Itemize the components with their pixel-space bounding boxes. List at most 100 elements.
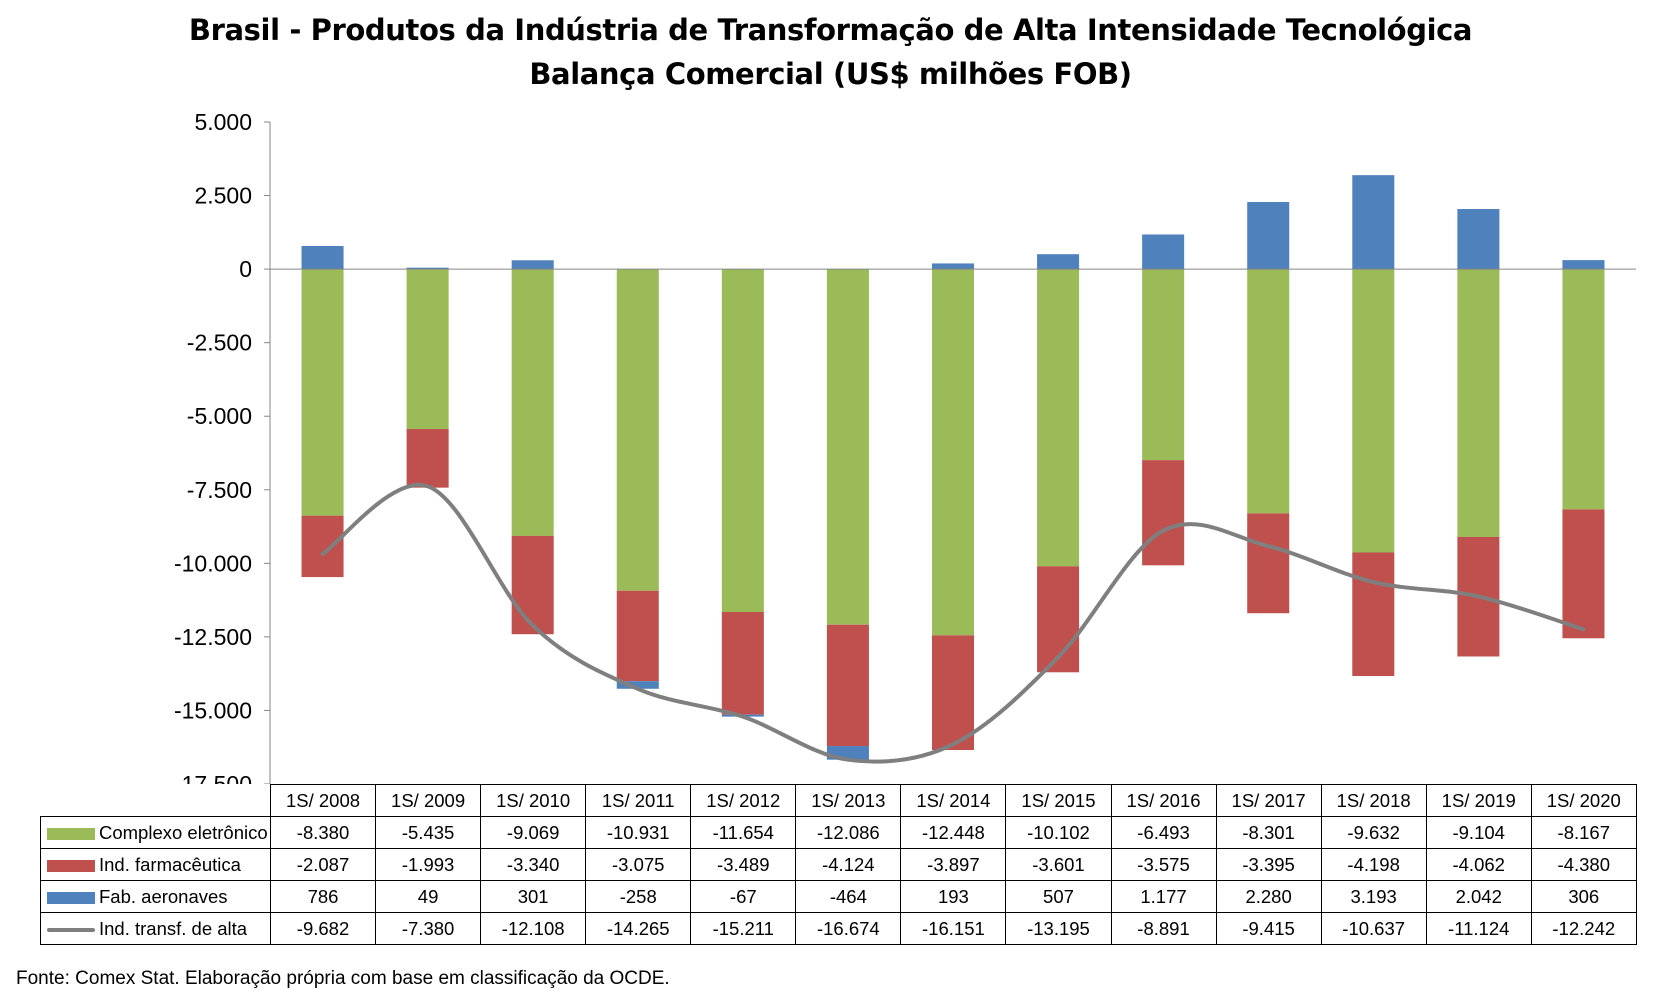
legend-entry: Ind. farmacêutica [40,848,271,881]
data-label: -3.575 [1110,848,1217,881]
category-label: 1S/ 2008 [269,784,377,817]
bar-segment [826,269,869,625]
data-label: -9.104 [1425,816,1532,849]
data-label: 786 [269,880,377,913]
data-label: -13.195 [1005,912,1112,945]
category-label: 1S/ 2016 [1110,784,1217,817]
data-label: -12.242 [1530,912,1637,945]
chart-plot: 5.000 2.500 0 -2.500 -5.000 -7.500 -10.000 -12.… [174,109,1636,784]
data-label: -3.395 [1215,848,1322,881]
category-label: 1S/ 2011 [585,784,692,817]
data-label: -4.124 [795,848,902,881]
bar-segment [931,635,975,751]
category-label: 1S/ 2012 [690,784,797,817]
data-label: 49 [375,880,482,913]
bar-segment [1562,509,1605,639]
data-label: 301 [480,880,587,913]
legend-label: Ind. farmacêutica [99,853,241,875]
bar-segment [1142,269,1185,461]
bar-segment [1352,269,1395,553]
bar-segment [1247,269,1290,514]
y-tick-label: -10.000 [174,550,252,576]
category-label: 1S/ 2010 [480,784,587,817]
data-label: -12.448 [900,816,1007,849]
bar-segment [1352,552,1395,677]
data-label: -9.632 [1320,816,1427,849]
bar-segment [406,269,449,430]
data-label: -14.265 [585,912,692,945]
data-label: -9.682 [269,912,377,945]
chart-title: Brasil - Produtos da Indústria de Transf… [188,13,1473,47]
data-label: 2.042 [1425,880,1532,913]
y-tick-label: 5.000 [194,109,252,135]
category-label: 1S/ 2017 [1215,784,1322,817]
bar-segment [406,267,449,270]
data-label: -16.674 [795,912,902,945]
data-label: -10.637 [1320,912,1427,945]
bar-segment [301,245,344,270]
source-label: Fonte: [16,968,70,989]
bar-segment [616,269,659,591]
data-label: -67 [690,880,797,913]
legend-swatch [47,927,95,932]
bar-segment [1037,254,1080,270]
category-label: 1S/ 2018 [1320,784,1427,817]
y-tick-label: -7.500 [187,477,252,503]
source-text: Comex Stat. Elaboração própria com base … [75,968,670,989]
bar-segment [1457,269,1500,537]
category-label: 1S/ 2013 [795,784,902,817]
bar-segment [1457,209,1500,270]
data-label: -3.897 [900,848,1007,881]
data-label: -6.493 [1110,816,1217,849]
legend-swatch [47,891,95,904]
data-label: -11.124 [1425,912,1532,945]
data-label: 3.193 [1320,880,1427,913]
category-label: 1S/ 2009 [375,784,482,817]
bar-segment [1037,269,1080,567]
data-label: -3.601 [1005,848,1112,881]
data-label: -4.198 [1320,848,1427,881]
data-label: -2.087 [269,848,377,881]
bar-segment [1142,234,1185,270]
data-label: 1.177 [1110,880,1217,913]
legend-swatch [47,827,95,840]
chart-title-block: Brasil - Produtos da Indústria de Transf… [0,8,1661,96]
y-tick-label: -15.000 [174,697,252,723]
data-table: 1S/ 2008 1S/ 2009 1S/ 2010 1S/ 2011 1S/ 2012… [40,784,1637,945]
data-label: -11.654 [690,816,797,849]
y-tick-label: 0 [239,256,252,282]
data-label: 2.280 [1215,880,1322,913]
category-label: 1S/ 2020 [1530,784,1637,817]
data-label: -3.489 [690,848,797,881]
y-tick-label: 2.500 [194,183,252,209]
category-label: 1S/ 2019 [1425,784,1532,817]
data-label: -9.415 [1215,912,1322,945]
y-tick-label: -17.500 [174,771,252,784]
legend-entry: Fab. aeronaves [40,880,271,913]
bar-segment [616,681,659,689]
legend-label: Ind. transf. de alta [99,917,248,939]
chart-subtitle: Balança Comercial (US$ milhões FOB) [529,57,1132,91]
bar-segment [301,269,344,516]
data-label: -5.435 [375,816,482,849]
bar-segment [511,260,554,270]
data-label: -4.062 [1425,848,1532,881]
bar-segment [721,611,764,715]
y-tick-label: -12.500 [174,624,252,650]
category-label: 1S/ 2014 [900,784,1007,817]
data-label: -7.380 [375,912,482,945]
bar-segment [826,624,869,747]
data-label: -10.931 [585,816,692,849]
source-note: Fonte: Comex Stat. Elaboração própria co… [16,968,670,990]
bar-segment [511,269,554,536]
table-row: Ind. farmacêutica -2.087 -1.993 -3.340 -3.07… [40,848,1637,881]
category-label: 1S/ 2015 [1005,784,1112,817]
bar-segment [1247,513,1290,614]
data-label: -4.380 [1530,848,1637,881]
bar-segment [721,269,764,612]
data-label: -1.993 [375,848,482,881]
data-label: -10.102 [1005,816,1112,849]
table-corner [40,784,271,817]
bar-segment [511,535,554,635]
y-tick-label: -2.500 [187,330,252,356]
